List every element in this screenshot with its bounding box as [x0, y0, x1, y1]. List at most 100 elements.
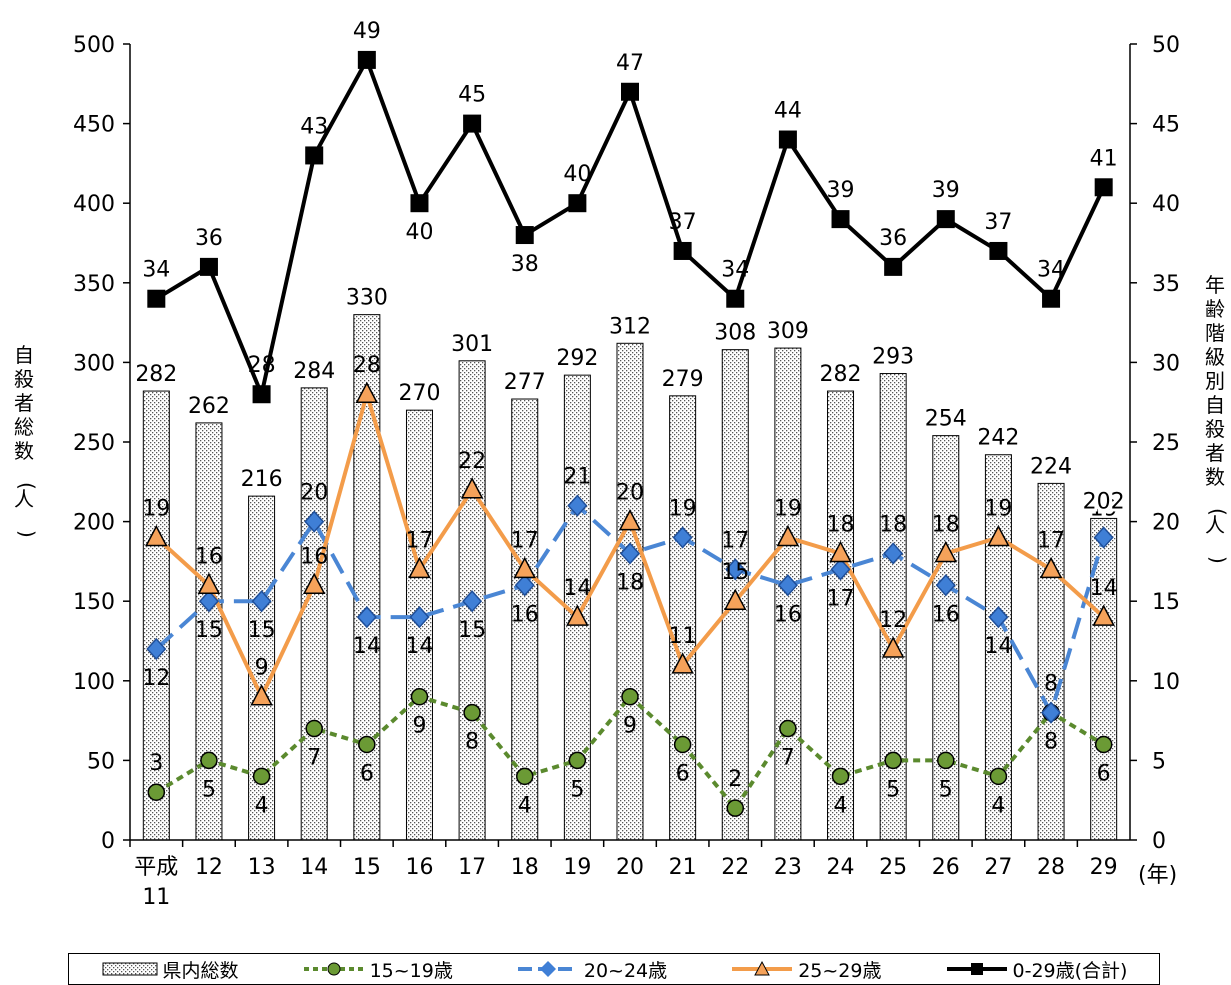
bar-label-1: 262	[188, 394, 230, 419]
x-tick-label: 22	[721, 855, 749, 880]
marker-s0-14	[884, 751, 902, 770]
data-label-s1-14: 18	[879, 512, 907, 537]
marker-s2-9	[618, 508, 642, 531]
marker-s3-12	[778, 130, 797, 149]
marker-s3-4	[357, 50, 376, 69]
data-label-s1-9: 18	[616, 570, 644, 595]
left-tick-label: 300	[73, 351, 115, 376]
x-tick-label: 平成	[134, 855, 178, 880]
marker-s2-12	[776, 524, 800, 547]
data-label-s0-1: 5	[202, 777, 216, 802]
marker-s1-1	[198, 590, 219, 613]
data-label-s1-0: 12	[142, 666, 170, 691]
marker-s2-6	[460, 477, 484, 499]
marker-s2-4	[355, 381, 379, 403]
marker-s3-2	[252, 385, 271, 404]
marker-s1-11	[725, 558, 746, 581]
data-label-s3-2: 28	[248, 353, 276, 378]
bar-label-3: 284	[293, 359, 335, 384]
x-tick-label: 12	[195, 855, 223, 880]
data-label-s3-4: 49	[353, 19, 381, 44]
data-label-s0-14: 5	[886, 777, 900, 802]
left-tick-label: 50	[87, 749, 115, 774]
data-label-s1-11: 17	[721, 528, 749, 553]
data-label-s0-7: 4	[518, 793, 532, 818]
data-label-s0-3: 7	[307, 746, 321, 771]
bar-label-15: 254	[925, 407, 967, 432]
data-label-s3-8: 40	[563, 162, 591, 187]
marker-s3-13	[831, 210, 850, 229]
data-label-s1-10: 19	[669, 497, 697, 522]
data-label-s1-5: 14	[405, 634, 433, 659]
legend-item: 20~24歳	[516, 956, 667, 983]
marker-s3-7	[515, 226, 534, 245]
data-label-s0-18: 6	[1097, 761, 1111, 786]
right-tick-label: 30	[1152, 351, 1180, 376]
data-label-s1-13: 17	[827, 586, 855, 611]
marker-s3-18	[1094, 178, 1113, 197]
marker-s1-8	[567, 494, 588, 517]
x-tick-label: 24	[827, 855, 855, 880]
marker-s1-12	[777, 574, 798, 597]
marker-s0-6	[463, 703, 481, 722]
data-label-s1-6: 15	[458, 618, 486, 643]
bar-label-2: 216	[241, 467, 283, 492]
data-label-s2-7: 17	[511, 528, 539, 553]
data-label-s1-15: 16	[932, 602, 960, 627]
data-label-s0-13: 4	[834, 793, 848, 818]
bar-3	[300, 387, 328, 841]
right-tick-label: 5	[1152, 749, 1166, 774]
bar-2	[248, 495, 276, 841]
marker-s0-7	[515, 767, 534, 786]
x-tick-label: 26	[932, 855, 960, 880]
marker-s3-10	[673, 241, 692, 260]
x-tick-label: 23	[774, 855, 802, 880]
x-tick-label: 11	[142, 885, 170, 910]
data-label-s2-5: 17	[405, 528, 433, 553]
marker-s1-15	[935, 574, 956, 597]
data-label-s3-15: 39	[932, 178, 960, 203]
marker-s2-8	[566, 604, 589, 626]
data-label-s0-9: 9	[623, 714, 637, 739]
data-label-s2-2: 9	[255, 656, 269, 681]
data-label-s3-18: 41	[1090, 146, 1118, 171]
left-tick-label: 500	[73, 33, 115, 58]
data-label-s3-6: 45	[458, 83, 486, 108]
data-label-s2-13: 18	[827, 512, 855, 537]
legend-item: 県内総数	[101, 956, 239, 983]
legend-swatch	[732, 960, 793, 976]
right-tick-label: 10	[1152, 670, 1180, 695]
marker-s0-18	[1094, 735, 1113, 754]
x-tick-label: 29	[1090, 855, 1118, 880]
marker-s0-1	[200, 751, 218, 770]
data-label-s0-4: 6	[360, 761, 374, 786]
bar-0	[142, 390, 170, 841]
data-label-s0-12: 7	[781, 746, 795, 771]
marker-s0-11	[726, 799, 745, 817]
marker-s1-2	[251, 590, 272, 613]
marker-s3-15	[936, 210, 955, 229]
line-series	[145, 50, 1115, 817]
data-label-s2-16: 19	[984, 497, 1012, 522]
marker-s2-17	[1039, 556, 1063, 579]
x-tick-label: 28	[1037, 855, 1065, 880]
data-label-s3-0: 34	[142, 258, 170, 283]
bar-label-16: 242	[977, 426, 1019, 451]
left-tick-label: 450	[73, 113, 115, 138]
data-label-s0-6: 8	[465, 730, 479, 755]
marker-s3-9	[621, 82, 639, 101]
x-tick-label: 13	[248, 855, 276, 880]
marker-s3-11	[726, 289, 745, 308]
marker-s0-4	[358, 735, 376, 754]
marker-s3-8	[568, 194, 587, 213]
data-label-s0-17: 8	[1044, 730, 1058, 755]
marker-s3-0	[147, 289, 166, 308]
x-tick-label: 19	[563, 855, 591, 880]
marker-s3-14	[884, 257, 903, 276]
bar-label-9: 312	[609, 314, 651, 339]
x-tick-label: 21	[669, 855, 697, 880]
marker-s3-5	[410, 194, 429, 213]
data-label-s3-11: 34	[721, 258, 749, 283]
marker-s2-5	[408, 556, 431, 579]
